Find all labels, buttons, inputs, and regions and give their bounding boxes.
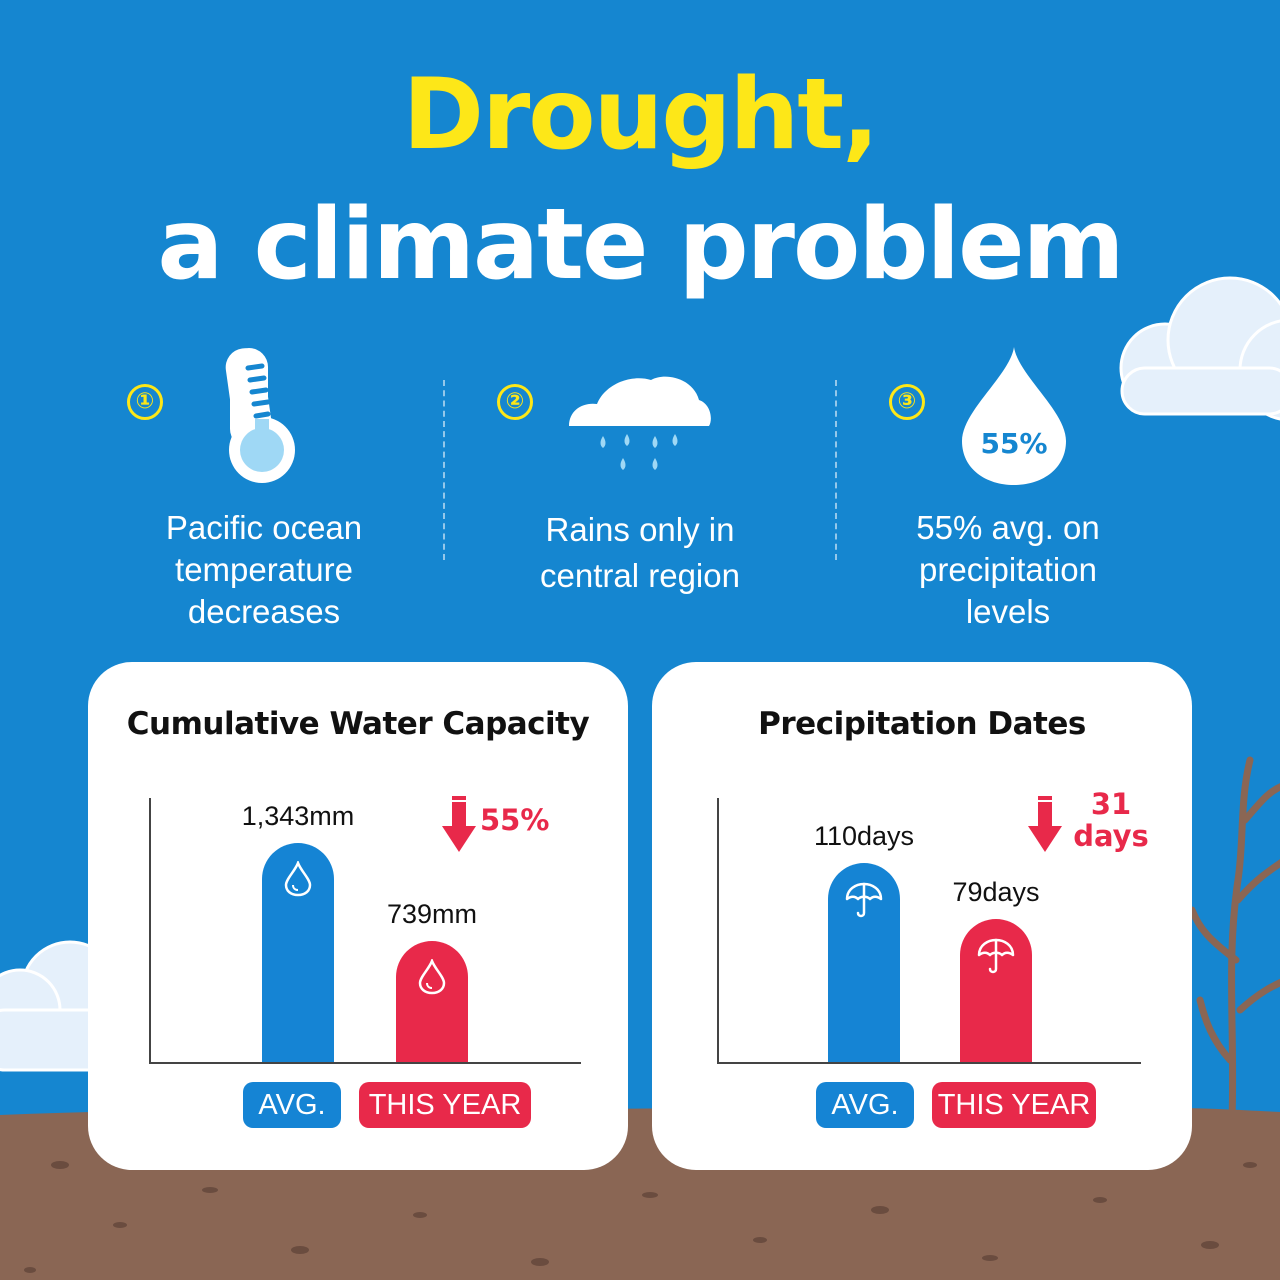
x-axis [717,1062,1141,1064]
title-line-1: Drought, [402,58,880,172]
divider [835,380,837,560]
factor-1-text: Pacific ocean temperature decreases [114,507,414,633]
ground-pebbles [24,1161,1257,1273]
value-label-avg: 1,343mm [241,801,355,831]
arrow-down-icon [1028,796,1062,852]
y-axis [717,798,719,1063]
factor-2-line: Rains only in [545,511,735,548]
precipitation-dates-card: Precipitation Dates 110days 79days 31 da… [652,662,1192,1170]
factor-1-line: temperature [175,551,353,588]
value-label-this-year: 739mm [386,899,478,929]
dead-tree-icon [1188,756,1280,1124]
chart-title: Cumulative Water Capacity [126,706,590,742]
change-label-line: 31 [1090,787,1132,821]
category-label-this-year: THIS YEAR [932,1082,1096,1128]
change-label-line: days [1073,819,1149,853]
change-label: 31 days [1066,788,1156,852]
rain-cloud-icon [569,376,711,470]
factor-2-number: ② [497,384,533,420]
factor-2-text: Rains only in central region [490,507,790,599]
category-label-avg: AVG. [816,1082,914,1128]
title-line-2: a climate problem [157,188,1124,302]
umbrella-icon [977,938,1015,974]
factor-3-line: precipitation [919,551,1097,588]
divider [443,380,445,560]
value-label-this-year: 79days [952,877,1040,907]
water-capacity-card: Cumulative Water Capacity 1,343mm 739mm … [88,662,628,1170]
factor-1-number: ① [127,384,163,420]
drop-badge: 55% [980,427,1047,460]
thermometer-icon [225,348,295,483]
factor-3-line: levels [965,593,1051,630]
bar-avg [262,843,334,1062]
x-axis [149,1062,581,1064]
category-label-this-year: THIS YEAR [359,1082,531,1128]
factor-3-number: ③ [889,384,925,420]
arrow-down-icon [442,796,476,852]
chart-title: Precipitation Dates [758,706,1086,742]
water-drop-icon: 55% [962,347,1066,485]
umbrella-icon [845,882,883,918]
water-drop-icon [418,959,446,995]
cloud-right-icon [1119,276,1280,421]
category-label-avg: AVG. [243,1082,341,1128]
factor-1-line: Pacific ocean [165,509,363,546]
change-label: 55% [480,803,550,837]
y-axis [149,798,151,1063]
water-drop-icon [284,861,312,897]
value-label-avg: 110days [813,821,915,851]
factor-2-line: central region [540,557,740,594]
factor-3-line: 55% avg. on [916,509,1100,546]
factor-3-text: 55% avg. on precipitation levels [858,507,1158,633]
factor-1-line: decreases [187,593,341,630]
